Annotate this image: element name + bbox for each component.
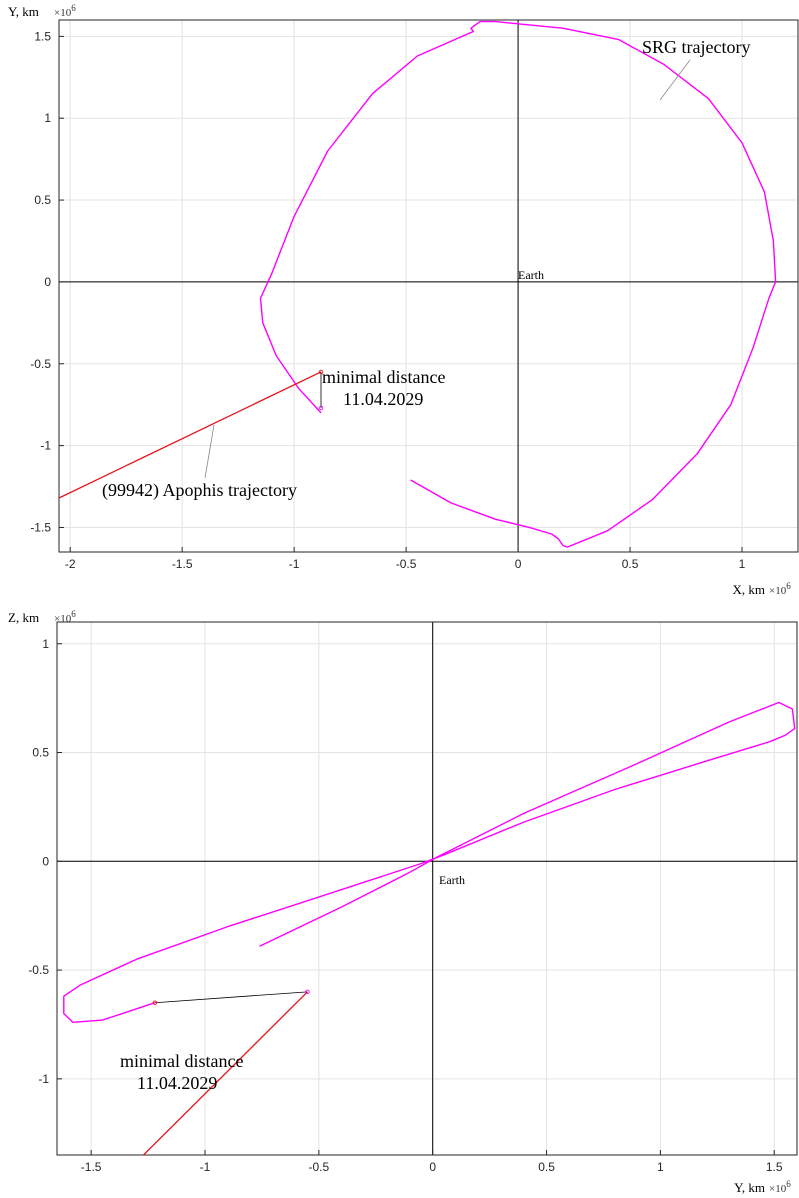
c2-y-tick-label: 1 <box>42 637 49 651</box>
c1-y-tick-label: 1 <box>44 111 51 125</box>
c2-y-tick-label: -0.5 <box>28 963 49 977</box>
c1-apophis-trajectory-label: (99942) Apophis trajectory <box>102 480 297 501</box>
c1-srg-trajectory-label: SRG trajectory <box>642 37 750 57</box>
c1-apophis-pointer-line <box>204 424 215 479</box>
c1-x-tick-label: -2 <box>65 557 76 571</box>
c1-x-tick-label: -0.5 <box>396 557 417 571</box>
c1-y-axis-label: Y, km <box>8 4 39 19</box>
c1-apophis-trajectory-line <box>58 371 322 499</box>
c1-x-tick-label: 0 <box>515 557 522 571</box>
c2-min-point-apophis <box>152 1000 158 1005</box>
c2-minimal-distance-label: minimal distance <box>120 1051 243 1071</box>
c1-earth-label: Earth <box>518 268 544 282</box>
c2-x-tick-label: 1.5 <box>766 1160 783 1174</box>
c2-x-tick-label: -1.5 <box>81 1160 102 1174</box>
c2-x-tick-label: 0 <box>429 1160 436 1174</box>
c1-y-tick-label: -0.5 <box>30 357 51 371</box>
c2-y-axis-exponent: ×106 <box>54 609 76 625</box>
c1-x-tick-label: -1 <box>289 557 300 571</box>
c2-x-tick-label: 1 <box>657 1160 664 1174</box>
c2-apophis-trajectory-line <box>143 991 308 1156</box>
c2-y-tick-label: -1 <box>38 1072 49 1086</box>
c1-x-tick-label: -1.5 <box>172 557 193 571</box>
c1-x-axis-label: X, km <box>733 582 766 597</box>
c1-date-label: 11.04.2029 <box>343 389 423 409</box>
c2-y-tick-label: 0 <box>42 854 49 868</box>
c1-y-tick-label: -1 <box>40 439 51 453</box>
c1-x-axis-exponent: ×106 <box>769 581 791 597</box>
c2-y-tick-label: 0.5 <box>32 746 49 760</box>
c1-y-tick-label: -1.5 <box>30 520 51 534</box>
c2-earth-label: Earth <box>439 873 465 887</box>
c2-y-axis-label: Z, km <box>8 610 39 625</box>
c1-y-axis-exponent: ×106 <box>54 3 76 19</box>
c1-y-tick-label: 0 <box>44 275 51 289</box>
xy-plane-chart: -2 -1.5 -1 -0.5 0 0.5 1 -1.5 -1 -0.5 0 0.5 1 1.5 Y, km… <box>8 3 799 597</box>
c1-plot-frame <box>58 19 799 553</box>
c2-minimal-distance-link <box>154 991 308 1004</box>
c2-min-point-srg <box>305 989 310 995</box>
c1-x-tick-label: 1 <box>739 557 746 571</box>
c1-minimal-distance-label: minimal distance <box>322 367 445 387</box>
c2-plot-frame <box>56 621 798 1156</box>
c2-x-tick-label: -1 <box>200 1160 211 1174</box>
c2-x-tick-label: 0.5 <box>538 1160 555 1174</box>
c2-date-label: 11.04.2029 <box>137 1073 217 1093</box>
c2-srg-trajectory-line <box>63 701 796 1023</box>
c1-min-point-apophis <box>318 369 324 375</box>
c1-srg-pointer-line <box>659 59 691 101</box>
c1-y-tick-label: 1.5 <box>34 29 51 43</box>
c2-x-tick-label: -0.5 <box>309 1160 330 1174</box>
c2-x-axis-exponent: ×106 <box>769 1179 791 1195</box>
c1-x-tick-label: 0.5 <box>622 557 639 571</box>
yz-plane-chart: -1.5 -1 -0.5 0 0.5 1 1.5-1-0.500.51Z, km ×106Y,… <box>8 609 798 1195</box>
c2-x-axis-label: Y, km <box>734 1180 765 1195</box>
c1-min-point-srg <box>318 405 324 411</box>
c1-srg-trajectory-line <box>259 20 777 548</box>
c1-y-tick-label: 0.5 <box>34 193 51 207</box>
